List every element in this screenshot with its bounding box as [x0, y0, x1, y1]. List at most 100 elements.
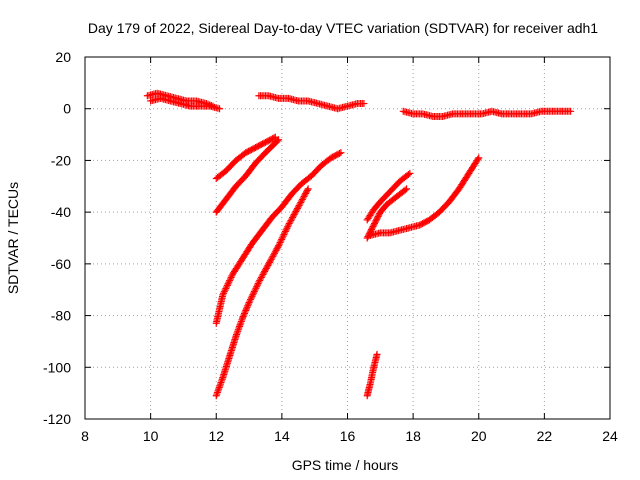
data-point	[298, 197, 306, 205]
data-point	[275, 240, 283, 248]
data-point	[401, 186, 409, 194]
data-point	[249, 291, 257, 299]
data-point	[219, 291, 227, 299]
x-tick-label: 12	[208, 428, 224, 444]
data-point	[253, 281, 261, 289]
data-point	[226, 277, 234, 285]
y-axis-label: SDTVAR / TECUs	[5, 182, 21, 294]
data-point	[254, 280, 262, 288]
data-point	[271, 248, 279, 256]
data-point	[258, 272, 266, 280]
data-point	[247, 294, 255, 302]
data-point	[475, 154, 483, 162]
y-tick-label: -80	[51, 308, 71, 324]
data-point	[250, 289, 258, 297]
data-point	[240, 310, 248, 318]
y-tick-label: -100	[43, 359, 71, 375]
data-point	[304, 185, 312, 193]
plot-frame	[84, 56, 611, 420]
data-point	[244, 302, 252, 310]
series-d	[399, 107, 575, 120]
y-tick-label: -20	[51, 152, 71, 168]
data-point	[290, 211, 298, 219]
data-point	[255, 278, 263, 286]
data-point	[280, 231, 288, 239]
data-point	[286, 218, 294, 226]
x-tick-label: 22	[537, 428, 553, 444]
data-point	[298, 195, 306, 203]
x-tick-label: 20	[471, 428, 487, 444]
data-point	[242, 305, 250, 313]
data-point	[293, 206, 301, 214]
data-point	[270, 134, 278, 142]
y-tick-label: 20	[55, 49, 71, 65]
data-point	[257, 275, 265, 283]
data-point	[301, 191, 309, 199]
data-point	[277, 237, 285, 245]
data-point	[406, 169, 414, 177]
data-point	[269, 252, 277, 260]
data-point	[283, 224, 291, 232]
data-point	[295, 201, 303, 209]
data-point	[252, 284, 260, 292]
data-point	[270, 249, 278, 257]
data-point	[282, 226, 290, 234]
data-point	[292, 207, 300, 215]
x-axis-label: GPS time / hours	[292, 457, 399, 473]
data-point	[297, 198, 305, 206]
data-point	[251, 286, 259, 294]
series-c	[255, 92, 368, 113]
data-point	[223, 283, 231, 291]
data-point	[291, 209, 299, 217]
data-point	[227, 273, 235, 281]
data-point	[300, 192, 308, 200]
data-point	[404, 170, 412, 178]
data-point	[289, 212, 297, 220]
data-point	[276, 239, 284, 247]
data-point	[220, 289, 228, 297]
data-point	[243, 303, 251, 311]
data-point	[279, 232, 287, 240]
data-point	[336, 149, 344, 157]
data-point	[360, 100, 368, 108]
data-point	[220, 288, 228, 296]
data-point	[239, 313, 247, 321]
data-point	[261, 266, 269, 274]
x-tick-label: 14	[274, 428, 290, 444]
series-k	[363, 185, 411, 242]
data-point	[250, 288, 258, 296]
data-point	[289, 214, 297, 222]
data-point	[245, 299, 253, 307]
data-point	[285, 220, 293, 228]
series-h	[212, 185, 312, 400]
data-point	[294, 203, 302, 211]
data-point	[287, 217, 295, 225]
data-point	[260, 269, 268, 277]
data-point	[284, 221, 292, 229]
data-point	[223, 281, 231, 289]
series-l	[366, 154, 483, 239]
data-point	[256, 276, 264, 284]
data-point	[266, 257, 274, 265]
y-tick-label: 0	[63, 101, 71, 117]
data-point	[239, 314, 246, 322]
data-point	[278, 235, 286, 243]
data-point	[273, 137, 281, 145]
axis-ticks: 8 10 12 14 16 18 20 22 24 -120 -100 -80 -60 -40 -20 0 20	[43, 49, 618, 444]
data-point	[284, 223, 292, 231]
data-point	[296, 200, 304, 208]
data-point	[224, 280, 232, 288]
x-tick-label: 16	[340, 428, 356, 444]
data-point	[242, 306, 250, 314]
data-point	[261, 267, 269, 275]
data-point	[337, 149, 345, 157]
series-e	[212, 133, 279, 183]
series-b	[147, 94, 224, 113]
x-tick-label: 10	[143, 428, 159, 444]
data-point	[299, 194, 307, 202]
data-point	[240, 311, 248, 319]
data-point	[275, 136, 283, 144]
data-point	[262, 264, 270, 272]
data-point	[216, 105, 224, 113]
